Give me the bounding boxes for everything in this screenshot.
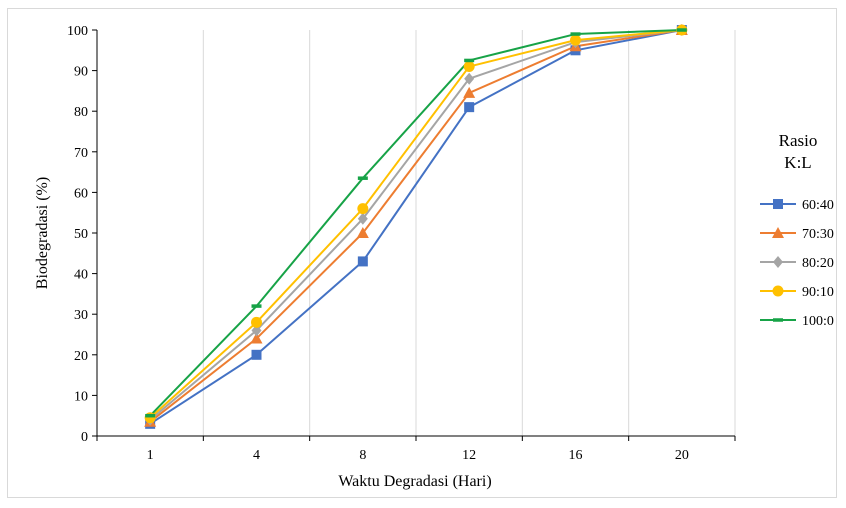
data-point-90-10	[463, 61, 475, 73]
legend-items: 60:40 70:30 80:20 90:10 100:0	[760, 198, 834, 329]
legend-title-line2: K:L	[784, 153, 811, 172]
series-line-90-10	[149, 29, 682, 419]
series-line-100-0	[149, 29, 682, 417]
data-point-70-30	[463, 86, 476, 98]
legend-marker-90-10	[772, 285, 784, 297]
data-point-60-40	[251, 349, 262, 360]
legend-marker-60-40	[773, 199, 783, 209]
data-point-100-0	[464, 58, 475, 63]
legend-marker-100-0	[773, 318, 783, 322]
data-point-80-20	[251, 324, 262, 337]
y-tick-label: 40	[74, 268, 88, 283]
data-point-70-30	[356, 227, 369, 238]
legend-label-90-10: 90:10	[802, 285, 834, 300]
y-tick-label: 90	[74, 65, 88, 80]
y-tick-label: 20	[74, 349, 88, 364]
data-point-80-20	[464, 72, 475, 85]
y-axis-title: Biodegradasi (%)	[34, 177, 51, 289]
data-point-60-40	[464, 102, 475, 113]
data-point-100-0	[676, 28, 687, 32]
y-tick-label: 10	[74, 389, 88, 404]
y-tick-label: 50	[74, 227, 88, 242]
x-tick-label: 8	[359, 448, 366, 463]
y-tick-label: 60	[74, 186, 88, 201]
legend: Rasio K:L 60:40 70:30 80:20 90:10 100:0	[760, 131, 834, 329]
gridlines	[202, 30, 736, 436]
x-tick-labels: 1 4 8 12 16 20	[147, 448, 689, 463]
data-point-100-0	[357, 176, 368, 180]
data-point-100-0	[570, 32, 581, 36]
series-line-70-30	[149, 29, 682, 423]
legend-marker-80-20	[773, 256, 783, 268]
legend-title-line1: Rasio	[779, 131, 818, 150]
axes	[92, 29, 736, 441]
y-tick-label: 80	[74, 105, 88, 120]
x-tick-label: 16	[569, 448, 583, 463]
data-point-90-10	[251, 316, 262, 328]
x-tick-label: 20	[675, 448, 689, 463]
series-markers	[144, 24, 688, 429]
series-line-80-20	[149, 29, 682, 421]
series-lines	[149, 29, 683, 425]
x-tick-label: 12	[462, 448, 476, 463]
y-tick-label: 0	[81, 430, 88, 445]
y-tick-label: 100	[67, 24, 88, 39]
series-line-60-40	[149, 29, 683, 425]
x-tick-label: 1	[147, 448, 154, 463]
legend-label-70-30: 70:30	[802, 227, 834, 242]
legend-label-80-20: 80:20	[802, 256, 834, 271]
data-point-60-40	[357, 256, 368, 267]
data-point-100-0	[145, 413, 156, 418]
y-tick-label: 30	[74, 308, 88, 323]
data-point-100-0	[251, 304, 262, 308]
data-point-80-20	[357, 212, 368, 225]
legend-label-100-0: 100:0	[802, 314, 834, 329]
data-point-90-10	[570, 34, 581, 46]
legend-label-60-40: 60:40	[802, 198, 834, 213]
legend-marker-70-30	[772, 227, 784, 238]
y-tick-label: 70	[74, 146, 88, 161]
y-tick-labels: 0 10 20 30 40 50 60 70 80 90 100	[67, 24, 88, 445]
x-tick-label: 4	[253, 448, 260, 463]
data-point-90-10	[357, 203, 369, 215]
data-point-70-30	[250, 332, 263, 344]
data-point-90-10	[144, 412, 156, 424]
x-axis-title: Waktu Degradasi (Hari)	[338, 473, 491, 490]
